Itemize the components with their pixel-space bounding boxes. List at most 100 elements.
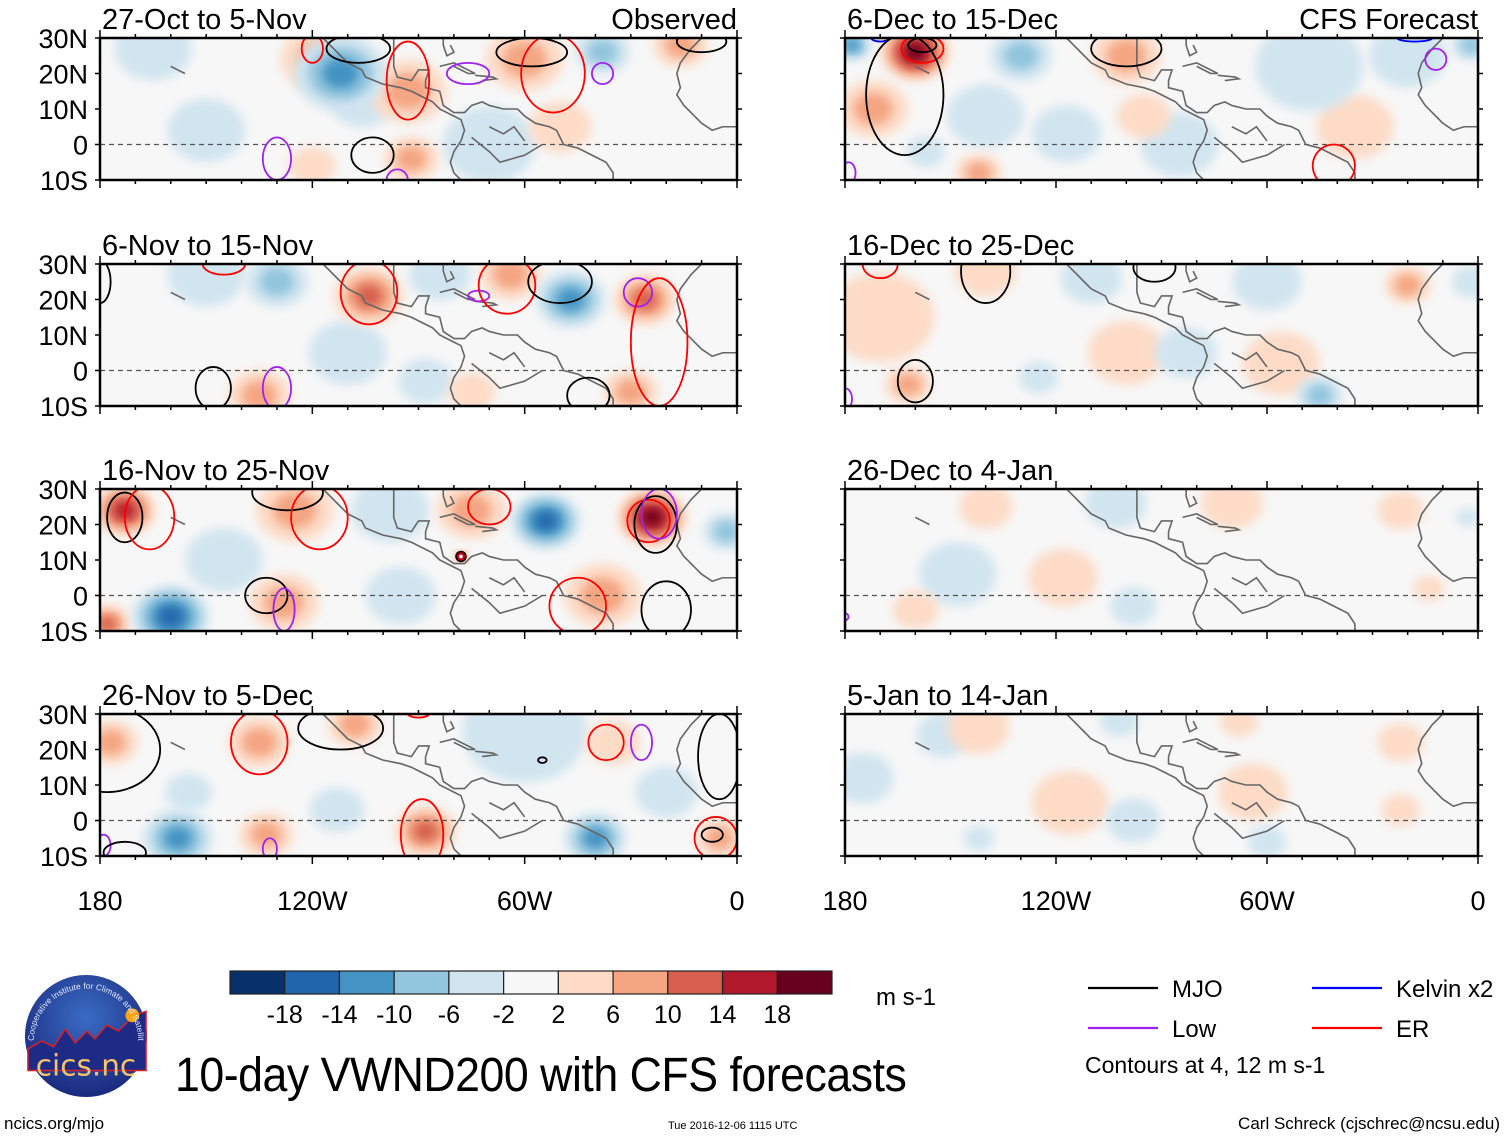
x-tick-label: 0: [1470, 886, 1485, 916]
anomaly-field: [845, 38, 1478, 180]
anomaly-blob: [1381, 793, 1420, 826]
contour-mjo: [102, 840, 147, 856]
anomaly-blob: [351, 489, 430, 543]
panel-source-tag: Observed: [611, 4, 737, 36]
footer-website-link[interactable]: ncics.org/mjo: [4, 1114, 105, 1133]
anomaly-blob: [462, 714, 587, 783]
coastline: [1213, 812, 1285, 840]
contour-mjo: [960, 264, 1012, 304]
anomaly-blob: [947, 714, 1010, 754]
map-panel: 180 120W 60W 0 5-Jan to 14-Jan: [822, 680, 1485, 916]
colorbar-swatch: [557, 970, 614, 995]
colorbar-swatch: [393, 970, 450, 995]
colorbar-swatch: [721, 970, 778, 995]
x-tick-label: 60W: [1239, 886, 1295, 916]
anomaly-blob: [241, 727, 277, 757]
coastline: [170, 65, 186, 75]
colorbar-swatch: [229, 970, 286, 995]
contour-er: [1311, 143, 1356, 180]
anomaly-blob: [965, 162, 992, 180]
coastline: [1217, 525, 1242, 533]
contour-mjo: [675, 38, 728, 54]
contour-low: [385, 168, 409, 180]
anomaly-blob: [895, 373, 922, 396]
coastline: [1217, 74, 1242, 82]
colorbar-label: -2: [493, 1001, 515, 1029]
coastline: [1136, 38, 1356, 180]
contour-er: [477, 264, 537, 315]
x-tick-label: 180: [822, 886, 867, 916]
anomaly-blob: [845, 272, 935, 362]
coastline: [1213, 136, 1285, 164]
coastline: [1065, 714, 1209, 856]
map-panel: 16-Dec to 25-Dec: [840, 230, 1483, 414]
coastlines: [170, 489, 737, 631]
anomaly-blob: [1460, 38, 1478, 55]
coastline: [442, 714, 455, 733]
contour-er: [467, 489, 512, 526]
colorbar-label: 14: [709, 1001, 737, 1029]
map-panel: 30N 20N 10N 0 10S 180 120W 60W 0 26-Nov to 5-Dec: [38, 680, 744, 916]
anomaly-blob: [1232, 264, 1302, 311]
coastlines: [914, 38, 1478, 180]
coastline: [675, 714, 737, 808]
anomaly-blob: [1099, 714, 1139, 738]
anomaly-blob: [502, 41, 547, 78]
y-tick-label: 20N: [38, 736, 88, 766]
colorbar-swatch: [503, 970, 559, 995]
colorbar-label: 10: [654, 1001, 682, 1029]
map-panel: 30N 20N 10N 0 10S 16-Nov to 25-Nov: [38, 455, 742, 647]
contour-mjo: [527, 264, 593, 304]
y-tick-label: 20N: [38, 511, 88, 541]
coastline: [170, 741, 186, 751]
anomaly-blob: [1394, 274, 1421, 297]
coastline: [1417, 714, 1478, 808]
coastline: [1182, 513, 1219, 526]
contour-mjo: [896, 358, 934, 404]
contour-low: [591, 61, 615, 86]
anomaly-blob: [241, 380, 277, 406]
contour-mjo: [907, 38, 938, 54]
coastline: [439, 738, 476, 751]
logo-text: cics.nc: [36, 1048, 136, 1082]
y-tick-label: 10S: [40, 166, 88, 196]
contour-er: [629, 277, 689, 406]
storm-eye: [459, 554, 463, 559]
contour-low: [261, 837, 278, 856]
coastline: [1417, 264, 1478, 358]
anomaly-blob: [339, 714, 371, 738]
coastline: [471, 362, 543, 390]
anomaly-blob: [250, 822, 282, 848]
coastline: [322, 489, 466, 631]
anomaly-blob: [1316, 94, 1394, 159]
anomaly-field: [845, 264, 1478, 406]
anomaly-blob: [556, 288, 585, 311]
coastlines: [170, 714, 737, 856]
coastline: [1213, 362, 1285, 390]
contour-mjo: [350, 136, 395, 174]
contour-mjo: [1132, 264, 1177, 283]
x-tick-label: 180: [77, 886, 122, 916]
anomaly-blob: [1155, 327, 1218, 379]
coastline: [1136, 489, 1356, 631]
contour-mjo: [640, 580, 692, 631]
coastline: [1136, 714, 1356, 856]
colorbar-swatch: [448, 970, 505, 995]
coastline: [675, 264, 737, 358]
anomaly-blob: [1110, 586, 1157, 626]
anomaly-blob: [167, 98, 246, 163]
panel-period-title: 16-Nov to 25-Nov: [102, 455, 330, 487]
coastline: [914, 291, 930, 301]
coastline: [392, 714, 614, 856]
coastline: [170, 291, 186, 301]
footer-timestamp: Tue 2016-12-06 1115 UTC: [668, 1120, 798, 1132]
colorbar-label: -18: [267, 1001, 303, 1029]
anomaly-field: [100, 714, 737, 856]
coastline: [471, 812, 543, 840]
map-panel: 26-Dec to 4-Jan: [840, 455, 1483, 639]
coastline: [442, 489, 455, 508]
coastline: [1185, 489, 1198, 508]
coastline: [392, 38, 614, 180]
coastline: [170, 516, 186, 526]
contour-mjo: [697, 714, 737, 801]
